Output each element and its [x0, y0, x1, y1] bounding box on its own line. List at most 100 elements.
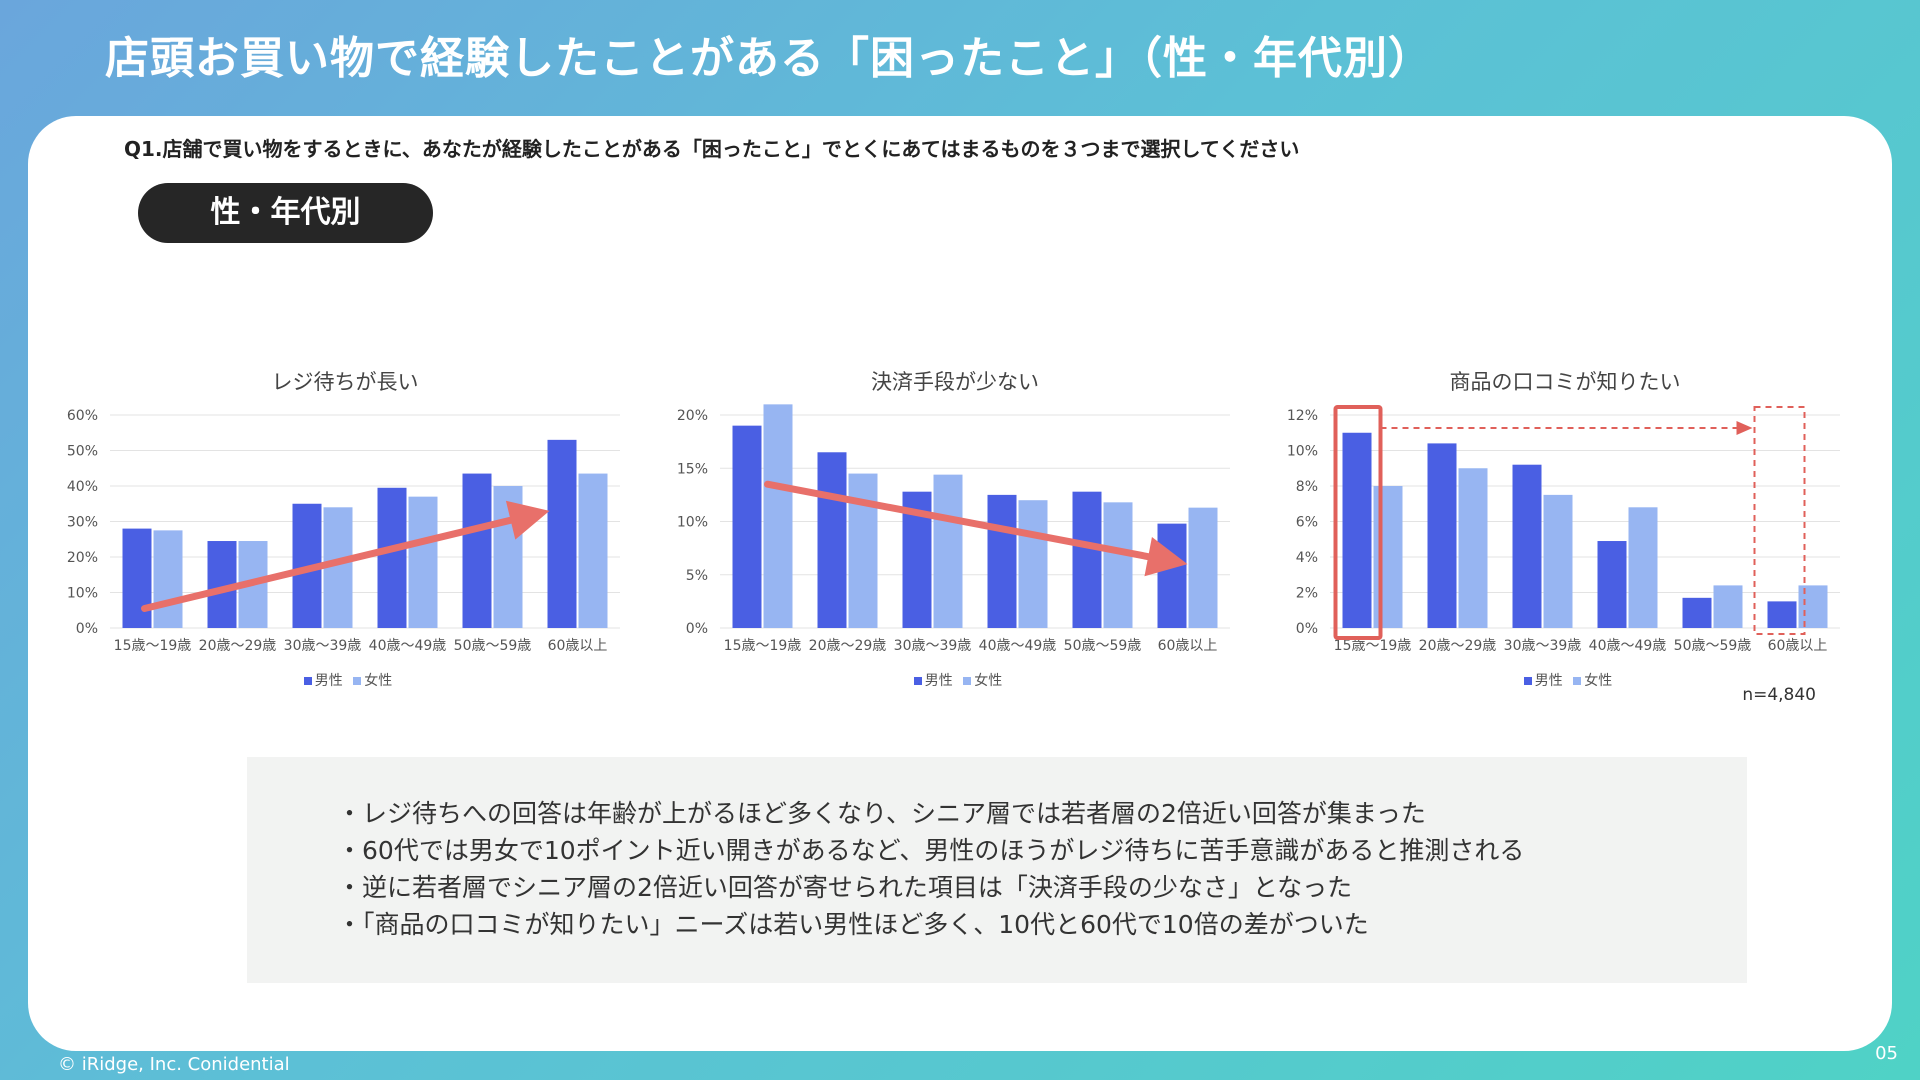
chart-register-wait: 0% 10% 20% 30% 40% 50% 60% 15歳～19歳 20歳～29歳 30歳～39…	[55, 360, 635, 705]
summary-list: レジ待ちへの回答は年齢が上がるほど多くなり、シニア層では若者層の2倍近い回答が集…	[247, 757, 1747, 943]
y-tick-label: 12%	[1287, 408, 1318, 424]
x-tick-label: 40歳～49歳	[1589, 638, 1667, 654]
x-tick-label: 50歳～59歳	[1674, 638, 1752, 654]
summary-item: レジ待ちへの回答は年齢が上がるほど多くなり、シニア層では若者層の2倍近い回答が集…	[337, 795, 1747, 832]
x-tick-label: 60歳以上	[1768, 638, 1828, 654]
bar-female	[933, 474, 963, 628]
chart-svg: 0% 2% 4% 6% 8% 10% 12% 15歳～19歳 20歳～29歳 30歳～39歳 40歳…	[1287, 405, 1840, 654]
sample-size: n=4,840	[1742, 685, 1816, 705]
y-tick-label: 5%	[686, 568, 708, 584]
legend-male-label: 男性	[924, 673, 953, 689]
x-tick-label: 30歳～39歳	[284, 638, 362, 654]
x-tick-label: 30歳～39歳	[1504, 638, 1582, 654]
bar-female	[1798, 585, 1828, 628]
bar-female	[763, 404, 793, 628]
bar-female	[1543, 494, 1573, 628]
chart-svg: 0% 10% 20% 30% 40% 50% 60% 15歳～19歳 20歳～29歳 30歳～39…	[67, 408, 620, 654]
x-tick-label: 60歳以上	[1158, 638, 1218, 654]
trend-arrow-head	[1144, 536, 1188, 577]
bar-female	[1018, 500, 1048, 628]
bar-male	[1157, 523, 1187, 628]
bar-female	[848, 473, 878, 628]
y-tick-label: 10%	[67, 586, 98, 602]
bar-male	[1342, 432, 1372, 628]
chart-title: 決済手段が少ない	[871, 370, 1039, 394]
summary-item: 60代では男女で10ポイント近い開きがあるなど、男性のほうがレジ待ちに苦手意識が…	[337, 832, 1747, 869]
legend-female-swatch	[353, 677, 362, 685]
y-tick-label: 50%	[67, 444, 98, 460]
chart-svg: 0% 5% 10% 15% 20% 15歳～19歳 20歳～29歳 30歳～39歳 40歳～49…	[677, 404, 1230, 654]
bar-female	[1103, 502, 1133, 628]
summary-box: レジ待ちへの回答は年齢が上がるほど多くなり、シニア層では若者層の2倍近い回答が集…	[247, 757, 1747, 983]
bar-male	[377, 487, 407, 628]
bar-female	[1373, 486, 1403, 628]
chart-legend: 男性 女性	[55, 670, 635, 690]
legend-female-swatch	[963, 677, 972, 685]
y-tick-label: 8%	[1296, 479, 1318, 495]
slide-title: 店頭お買い物で経験したことがある「困ったこと」（性・年代別）	[105, 33, 1433, 84]
bar-male	[1597, 541, 1627, 628]
compare-arrow-head	[1736, 421, 1753, 435]
x-tick-label: 60歳以上	[548, 638, 608, 654]
x-tick-label: 20歳～29歳	[1419, 638, 1497, 654]
x-tick-label: 15歳～19歳	[724, 638, 802, 654]
bar-male	[1427, 443, 1457, 628]
x-tick-label: 15歳～19歳	[114, 638, 192, 654]
bar-male	[1512, 464, 1542, 628]
bar-female	[1458, 468, 1488, 628]
y-tick-label: 2%	[1296, 586, 1318, 602]
bar-male	[987, 494, 1017, 628]
copyright-notice: © iRidge, Inc. Conidential	[58, 1054, 290, 1075]
bar-female	[1628, 507, 1658, 628]
bar-female	[408, 496, 438, 628]
trend-arrow-head	[505, 500, 550, 540]
x-tick-label: 50歳～59歳	[1064, 638, 1142, 654]
bar-male	[1682, 597, 1712, 628]
bar-male	[817, 452, 847, 628]
bar-female	[578, 473, 608, 628]
bar-female	[153, 530, 183, 628]
highlight-box-teens	[1333, 405, 1383, 640]
y-tick-label: 0%	[1296, 621, 1318, 637]
y-tick-label: 30%	[67, 515, 98, 531]
bar-male	[462, 473, 492, 628]
chart-title: レジ待ちが長い	[271, 370, 419, 394]
summary-item: 「商品の口コミが知りたい」ニーズは若い男性ほど多く、10代と60代で10倍の差が…	[337, 906, 1747, 943]
bar-female	[1188, 507, 1218, 628]
chart-title: 商品の口コミが知りたい	[1449, 370, 1681, 394]
y-tick-label: 0%	[686, 621, 708, 637]
y-tick-label: 10%	[677, 515, 708, 531]
y-tick-label: 10%	[1287, 444, 1318, 460]
legend-male-label: 男性	[314, 673, 343, 689]
x-tick-label: 20歳～29歳	[809, 638, 887, 654]
bar-female	[1713, 585, 1743, 628]
legend-male-label: 男性	[1534, 673, 1563, 689]
legend-female-label: 女性	[974, 673, 1003, 689]
y-tick-label: 60%	[67, 408, 98, 424]
bar-male	[1767, 601, 1797, 628]
legend-female-swatch	[1573, 677, 1582, 685]
x-tick-label: 30歳～39歳	[894, 638, 972, 654]
x-tick-label: 15歳～19歳	[1334, 638, 1412, 654]
bar-male	[1072, 491, 1102, 628]
y-tick-label: 15%	[677, 461, 708, 477]
chart-legend: 男性 女性	[665, 670, 1245, 690]
y-tick-label: 20%	[677, 408, 708, 424]
y-tick-label: 40%	[67, 479, 98, 495]
trend-arrow-shaft	[141, 516, 515, 612]
y-tick-label: 20%	[67, 550, 98, 566]
x-tick-label: 40歳～49歳	[369, 638, 447, 654]
page-number: 05	[1875, 1043, 1898, 1064]
bar-male	[122, 528, 152, 628]
chart-product-reviews: 0% 2% 4% 6% 8% 10% 12% 15歳～19歳 20歳～29歳 30歳～39歳 40歳…	[1275, 360, 1855, 705]
y-tick-label: 0%	[76, 621, 98, 637]
y-tick-label: 6%	[1296, 515, 1318, 531]
highlight-box-seniors	[1753, 406, 1806, 635]
bar-male	[547, 439, 577, 628]
segment-label-pill: 性・年代別	[138, 183, 433, 243]
bar-male	[732, 425, 762, 628]
legend-female-label: 女性	[364, 673, 393, 689]
chart-legend: 男性 女性	[1275, 670, 1855, 690]
legend-female-label: 女性	[1584, 673, 1613, 689]
x-tick-label: 40歳～49歳	[979, 638, 1057, 654]
